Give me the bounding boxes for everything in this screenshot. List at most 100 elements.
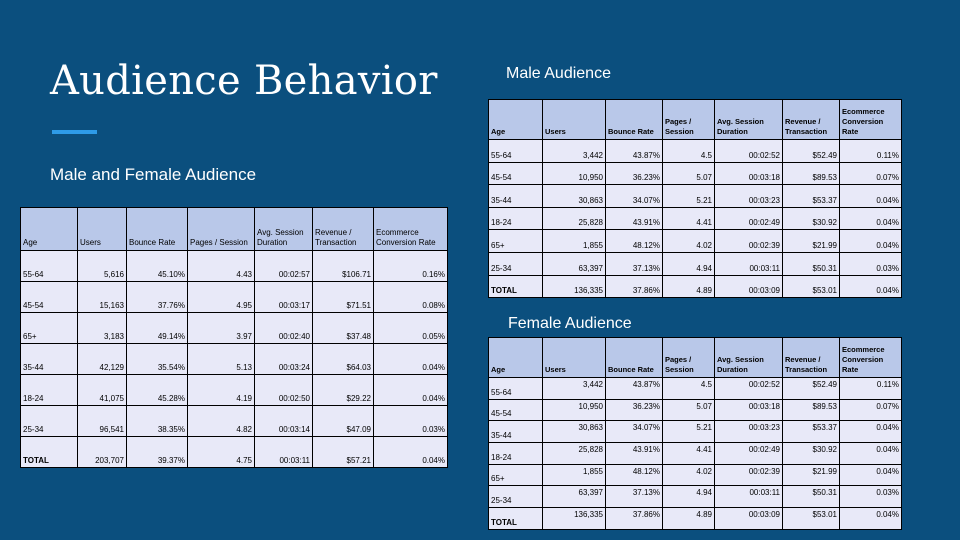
age-group-cell: 18-24 — [20, 374, 78, 406]
table-cell: 25,828 — [542, 442, 606, 465]
table-cell: 38.35% — [126, 405, 188, 437]
table-cell: $30.92 — [782, 442, 840, 465]
age-group-cell: 45-54 — [488, 161, 543, 186]
table-cell: 4.02 — [662, 229, 715, 253]
age-group-cell: TOTAL — [488, 507, 543, 530]
table-cell: 00:02:39 — [714, 229, 783, 253]
table-cell: 0.07% — [839, 161, 902, 186]
table-cell: 0.04% — [839, 507, 902, 530]
table-cell: 43.91% — [605, 442, 663, 465]
table-cell: $64.03 — [312, 343, 374, 375]
table-cell: 4.94 — [662, 251, 715, 276]
column-header: Ecommerce Conversion Rate — [373, 207, 448, 251]
table-cell: 0.03% — [839, 485, 902, 509]
table-cell: 00:02:49 — [714, 442, 783, 465]
age-group-cell: 55-64 — [488, 377, 543, 400]
male-audience-heading: Male Audience — [506, 65, 611, 82]
column-header: Bounce Rate — [605, 99, 663, 140]
slide-title: Audience Behavior — [50, 58, 438, 104]
table-row: 35-44 30,863 34.07% 5.21 00:03:23 $53.37 0.04% — [488, 184, 902, 208]
table-cell: $50.31 — [782, 485, 840, 509]
table-cell: 00:02:52 — [714, 377, 783, 400]
table-cell: $89.53 — [782, 161, 840, 186]
male-audience-table: Age Users Bounce Rate Pages / Session Avg. S… — [488, 99, 902, 299]
table-row: 55-64 3,442 43.87% 4.5 00:02:52 $52.49 0.11% — [488, 377, 902, 400]
table-cell: 37.76% — [126, 281, 188, 313]
column-header: Age — [488, 337, 543, 378]
column-header: Revenue / Transaction — [312, 207, 374, 251]
column-header: Pages / Session — [662, 337, 715, 378]
age-group-cell: 18-24 — [488, 206, 543, 231]
table-cell: 00:03:24 — [254, 343, 313, 375]
table-cell: 00:03:18 — [714, 161, 783, 186]
table-row: 25-34 63,397 37.13% 4.94 00:03:11 $50.31 0.03% — [488, 251, 902, 276]
table-cell: 0.04% — [839, 420, 902, 444]
table-cell: 63,397 — [542, 251, 606, 276]
column-header: Bounce Rate — [126, 207, 188, 251]
table-cell: 37.13% — [605, 251, 663, 276]
table-row: 55-64 5,616 45.10% 4.43 00:02:57 $106.71 0.16% — [20, 250, 448, 282]
column-header: Revenue / Transaction — [782, 99, 840, 140]
table-cell: 63,397 — [542, 485, 606, 509]
age-group-cell: 25-34 — [488, 485, 543, 509]
table-row: 45-54 10,950 36.23% 5.07 00:03:18 $89.53 0.07% — [488, 161, 902, 186]
age-group-cell: 35-44 — [488, 184, 543, 208]
table-cell: 0.04% — [373, 436, 448, 468]
table-cell: $53.01 — [782, 507, 840, 530]
table-header-row: Age Users Bounce Rate Pages / Session Avg. S… — [488, 337, 902, 378]
column-header: Bounce Rate — [605, 337, 663, 378]
table-cell: $21.99 — [782, 229, 840, 253]
table-cell: 4.41 — [662, 442, 715, 465]
table-cell: $50.31 — [782, 251, 840, 276]
table-row: 18-24 25,828 43.91% 4.41 00:02:49 $30.92 0.04% — [488, 206, 902, 231]
age-group-cell: 55-64 — [488, 139, 543, 163]
table-cell: 0.16% — [373, 250, 448, 282]
column-header: Users — [542, 99, 606, 140]
table-cell: 00:03:17 — [254, 281, 313, 313]
table-cell: $47.09 — [312, 405, 374, 437]
table-cell: 0.07% — [839, 398, 902, 422]
table-cell: 00:03:23 — [714, 420, 783, 444]
table-cell: 00:03:09 — [714, 274, 783, 299]
age-group-cell: 65+ — [488, 463, 543, 487]
table-cell: 4.94 — [662, 485, 715, 509]
table-cell: 42,129 — [77, 343, 127, 375]
table-cell: 5.07 — [662, 398, 715, 422]
table-cell: 5.07 — [662, 161, 715, 186]
table-cell: 34.07% — [605, 420, 663, 444]
table-row: 25-34 63,397 37.13% 4.94 00:03:11 $50.31 0.03% — [488, 485, 902, 509]
table-cell: 37.86% — [605, 274, 663, 299]
table-cell: $106.71 — [312, 250, 374, 282]
table-row: 65+ 3,183 49.14% 3.97 00:02:40 $37.48 0.05% — [20, 312, 448, 344]
table-cell: 43.87% — [605, 377, 663, 400]
age-group-cell: 35-44 — [20, 343, 78, 375]
table-cell: 5.13 — [187, 343, 255, 375]
table-cell: 45.28% — [126, 374, 188, 406]
table-cell: 00:03:11 — [714, 251, 783, 276]
table-row: 65+ 1,855 48.12% 4.02 00:02:39 $21.99 0.04% — [488, 229, 902, 253]
table-cell: 0.04% — [839, 206, 902, 231]
table-cell: 00:02:40 — [254, 312, 313, 344]
age-group-cell: 25-34 — [488, 251, 543, 276]
table-cell: 00:02:52 — [714, 139, 783, 163]
table-cell: 4.19 — [187, 374, 255, 406]
table-row: 18-24 25,828 43.91% 4.41 00:02:49 $30.92 0.04% — [488, 442, 902, 465]
table-cell: 3.97 — [187, 312, 255, 344]
table-cell: 96,541 — [77, 405, 127, 437]
table-cell: 0.04% — [373, 374, 448, 406]
table-cell: $37.48 — [312, 312, 374, 344]
table-cell: 203,707 — [77, 436, 127, 468]
table-cell: 37.13% — [605, 485, 663, 509]
table-cell: 43.91% — [605, 206, 663, 231]
column-header: Avg. Session Duration — [254, 207, 313, 251]
column-header: Avg. Session Duration — [714, 337, 783, 378]
table-cell: 48.12% — [605, 229, 663, 253]
table-cell: 4.89 — [662, 507, 715, 530]
table-cell: 00:03:23 — [714, 184, 783, 208]
table-cell: 41,075 — [77, 374, 127, 406]
table-cell: 0.11% — [839, 139, 902, 163]
table-cell: 4.89 — [662, 274, 715, 299]
table-cell: 36.23% — [605, 161, 663, 186]
table-cell: 00:02:49 — [714, 206, 783, 231]
column-header: Ecommerce Conversion Rate — [839, 99, 902, 140]
